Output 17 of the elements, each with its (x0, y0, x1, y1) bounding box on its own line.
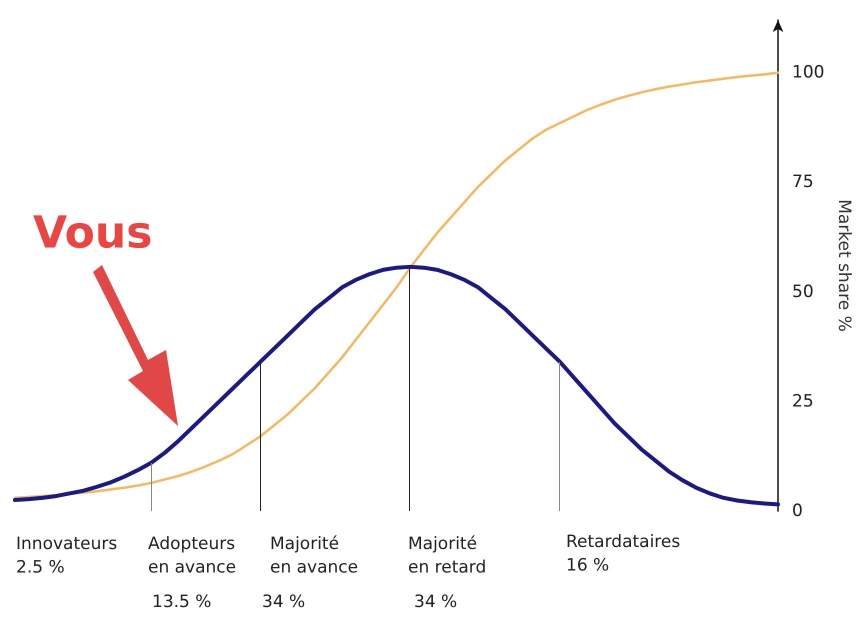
text: Innovateurs 2.5 % (16, 534, 118, 578)
y-tick-label: 75 (792, 172, 814, 192)
text: 34 % (414, 592, 458, 612)
text: 34 % (262, 592, 306, 612)
annotation: Vous (33, 207, 152, 258)
text: Majorité en avance (270, 534, 358, 578)
text: Majorité en retard (408, 534, 486, 578)
y-axis-title: Market share % (834, 199, 854, 332)
y-tick-label: 0 (792, 501, 803, 521)
text: 13.5 % (152, 592, 212, 612)
line-series (13, 264, 780, 506)
text: Retardataires 16 % (566, 532, 680, 576)
y-tick-label: 50 (792, 282, 814, 302)
line-series (14, 71, 780, 500)
y-tick-label: 100 (792, 62, 824, 83)
y-tick-label: 25 (792, 391, 814, 412)
text: Adopteurs en avance (148, 534, 236, 578)
